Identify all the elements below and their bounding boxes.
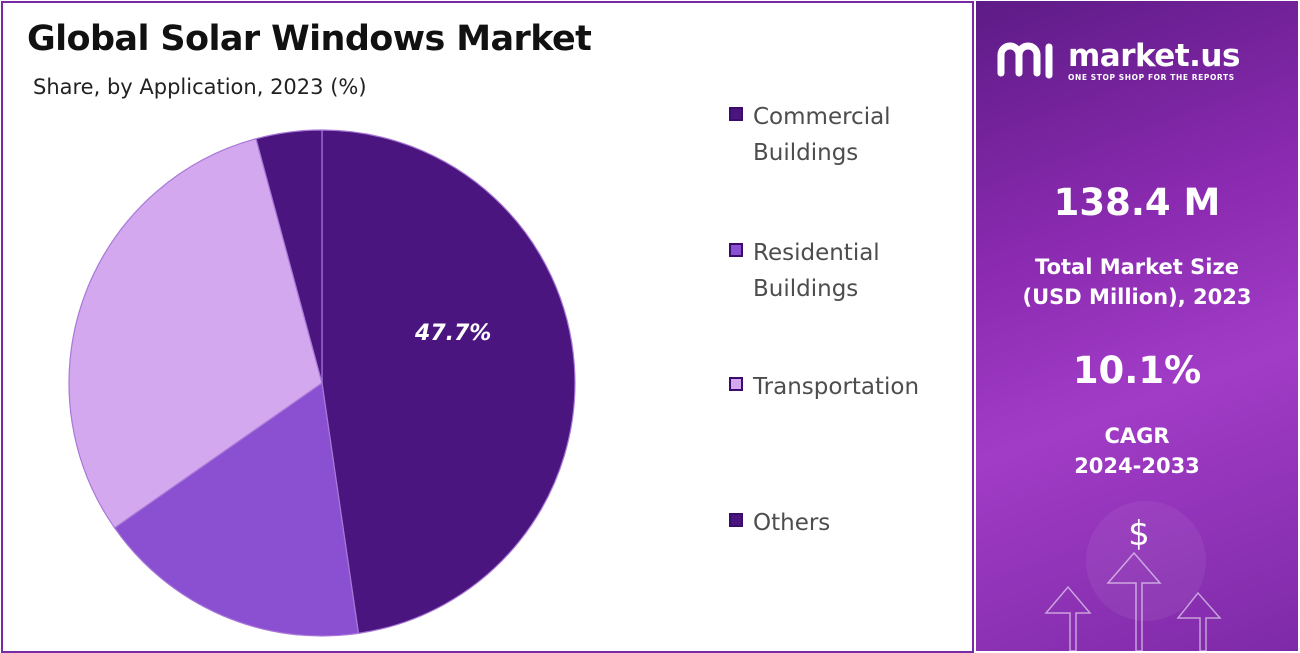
pie-chart: 47.7% [68, 129, 576, 637]
market-size-label: Total Market Size (USD Million), 2023 [976, 252, 1298, 312]
market-size-value: 138.4 M [1053, 181, 1221, 224]
legend-item: Residential Buildings [729, 235, 953, 307]
chart-subtitle: Share, by Application, 2023 (%) [33, 75, 367, 99]
pie-slice-commercial-buildings [321, 129, 576, 635]
legend-swatch [729, 513, 743, 527]
pie-slice-others [255, 129, 323, 384]
cagr-value: 10.1% [1072, 349, 1202, 392]
legend-label: Transportation [753, 374, 920, 400]
legend-swatch [729, 377, 743, 391]
market-us-logo-icon [997, 42, 1053, 79]
dollar-icon: $ [1128, 514, 1150, 554]
logo-name: market.us [1068, 37, 1240, 74]
legend-label: Others [753, 510, 831, 536]
cagr-label: CAGR 2024-2033 [976, 421, 1298, 481]
market-size-label-line1: Total Market Size [1035, 255, 1239, 279]
legend-label: Residential Buildings [753, 240, 880, 302]
market-size-label-line2: (USD Million), 2023 [1022, 285, 1252, 309]
cagr-label-line2: 2024-2033 [1074, 454, 1200, 478]
legend-item: Others [729, 505, 953, 541]
pie-slice-transportation [68, 138, 323, 529]
pie-slice-residential-buildings [113, 381, 360, 637]
chart-title: Global Solar Windows Market [27, 19, 592, 59]
legend-swatch [729, 243, 743, 257]
cagr-label-line1: CAGR [1104, 424, 1170, 448]
arrows-decoration: $ [1044, 501, 1222, 651]
legend-item: Transportation [729, 369, 953, 405]
legend-label: Commercial Buildings [753, 104, 891, 166]
logo-tagline: ONE STOP SHOP FOR THE REPORTS [1068, 72, 1235, 82]
chart-panel: Global Solar Windows Market Share, by Ap… [1, 1, 974, 653]
legend-swatch [729, 107, 743, 121]
data-label: 47.7% [414, 321, 491, 346]
legend-item: Commercial Buildings [729, 99, 953, 171]
logo: market.us ONE STOP SHOP FOR THE REPORTS [996, 39, 1240, 83]
info-panel: $ market.us ONE STOP SHOP FOR THE REPORT… [976, 1, 1298, 651]
